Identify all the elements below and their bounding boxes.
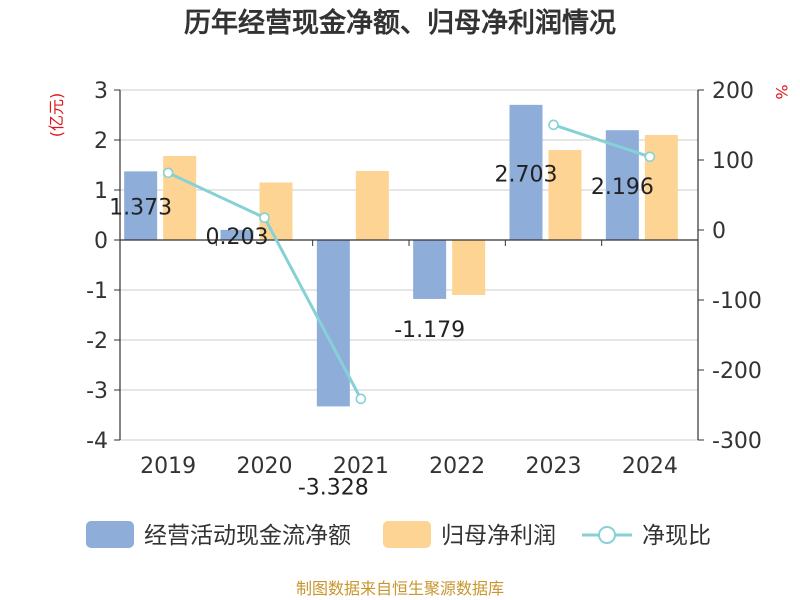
cash-flow-bar — [413, 240, 447, 299]
right-tick-label: -200 — [712, 359, 762, 384]
data-labels: 1.373 0.203 -3.328 -1.179 2.703 2.196 — [109, 162, 654, 500]
net-profit-bar — [452, 240, 486, 295]
x-tick-label: 2019 — [140, 454, 196, 479]
right-tick-label: 200 — [712, 79, 754, 104]
ratio-point — [355, 393, 367, 405]
bars — [124, 104, 678, 407]
legend-marker-ratio — [598, 526, 616, 544]
net-profit-bar — [548, 150, 582, 240]
legend-label-cash-flow: 经营活动现金流净额 — [144, 523, 351, 549]
legend-label-ratio: 净现比 — [642, 523, 711, 549]
left-tick-label: -4 — [86, 429, 108, 454]
left-tick-label: 0 — [94, 229, 108, 254]
ratio-point — [548, 119, 559, 131]
x-tick-label: 2021 — [333, 454, 389, 479]
ratio-line — [162, 119, 656, 405]
x-tick-label: 2020 — [237, 454, 293, 479]
right-tick-label: -100 — [712, 289, 762, 314]
x-tick-label: 2024 — [622, 454, 678, 479]
net-profit-bar — [259, 182, 293, 240]
left-tick-label: -2 — [86, 329, 108, 354]
legend-swatch-cash-flow — [86, 521, 134, 548]
left-tick-label: 2 — [94, 129, 108, 154]
ratio-point — [644, 151, 656, 163]
cash-flow-label: -1.179 — [394, 318, 465, 343]
gridlines — [120, 89, 698, 441]
right-tick-label: 0 — [712, 219, 726, 244]
x-tick-label: 2022 — [429, 454, 485, 479]
cash-flow-bar — [220, 229, 254, 240]
right-tick-label: 100 — [712, 149, 754, 174]
ratio-line-segment — [553, 123, 651, 159]
right-axis-unit: % — [772, 84, 791, 99]
cash-flow-label: 2.703 — [495, 162, 558, 187]
ratio-point — [162, 167, 174, 179]
left-tick-label: -3 — [86, 379, 108, 404]
cash-flow-bar — [316, 240, 350, 407]
cash-flow-label: -3.328 — [298, 475, 369, 500]
cash-flow-bar — [509, 104, 543, 240]
axes: 3 2 1 0 -1 -2 -3 -4 200 100 0 -100 -200 -300 2019 2020 2… — [86, 79, 762, 479]
chart-title: 历年经营现金净额、归母净利润情况 — [184, 7, 616, 39]
cash-flow-label: 2.196 — [591, 175, 654, 200]
left-tick-label: 3 — [94, 79, 108, 104]
legend-swatch-net-profit — [383, 521, 431, 548]
left-axis-unit: (亿元) — [47, 93, 66, 138]
cash-flow-label: 1.373 — [109, 196, 172, 221]
legend-label-net-profit: 归母净利润 — [441, 523, 556, 549]
left-tick-label: 1 — [94, 179, 108, 204]
legend: 经营活动现金流净额 归母净利润 净现比 — [86, 521, 711, 549]
ratio-point — [259, 212, 270, 223]
x-tick-label: 2023 — [526, 454, 582, 479]
cash-flow-bar — [124, 171, 158, 240]
cash-flow-label: 0.203 — [206, 225, 269, 250]
right-tick-label: -300 — [712, 429, 762, 454]
net-profit-bar — [355, 171, 389, 240]
left-tick-label: -1 — [86, 279, 108, 304]
source-note: 制图数据来自恒生聚源数据库 — [296, 579, 504, 598]
